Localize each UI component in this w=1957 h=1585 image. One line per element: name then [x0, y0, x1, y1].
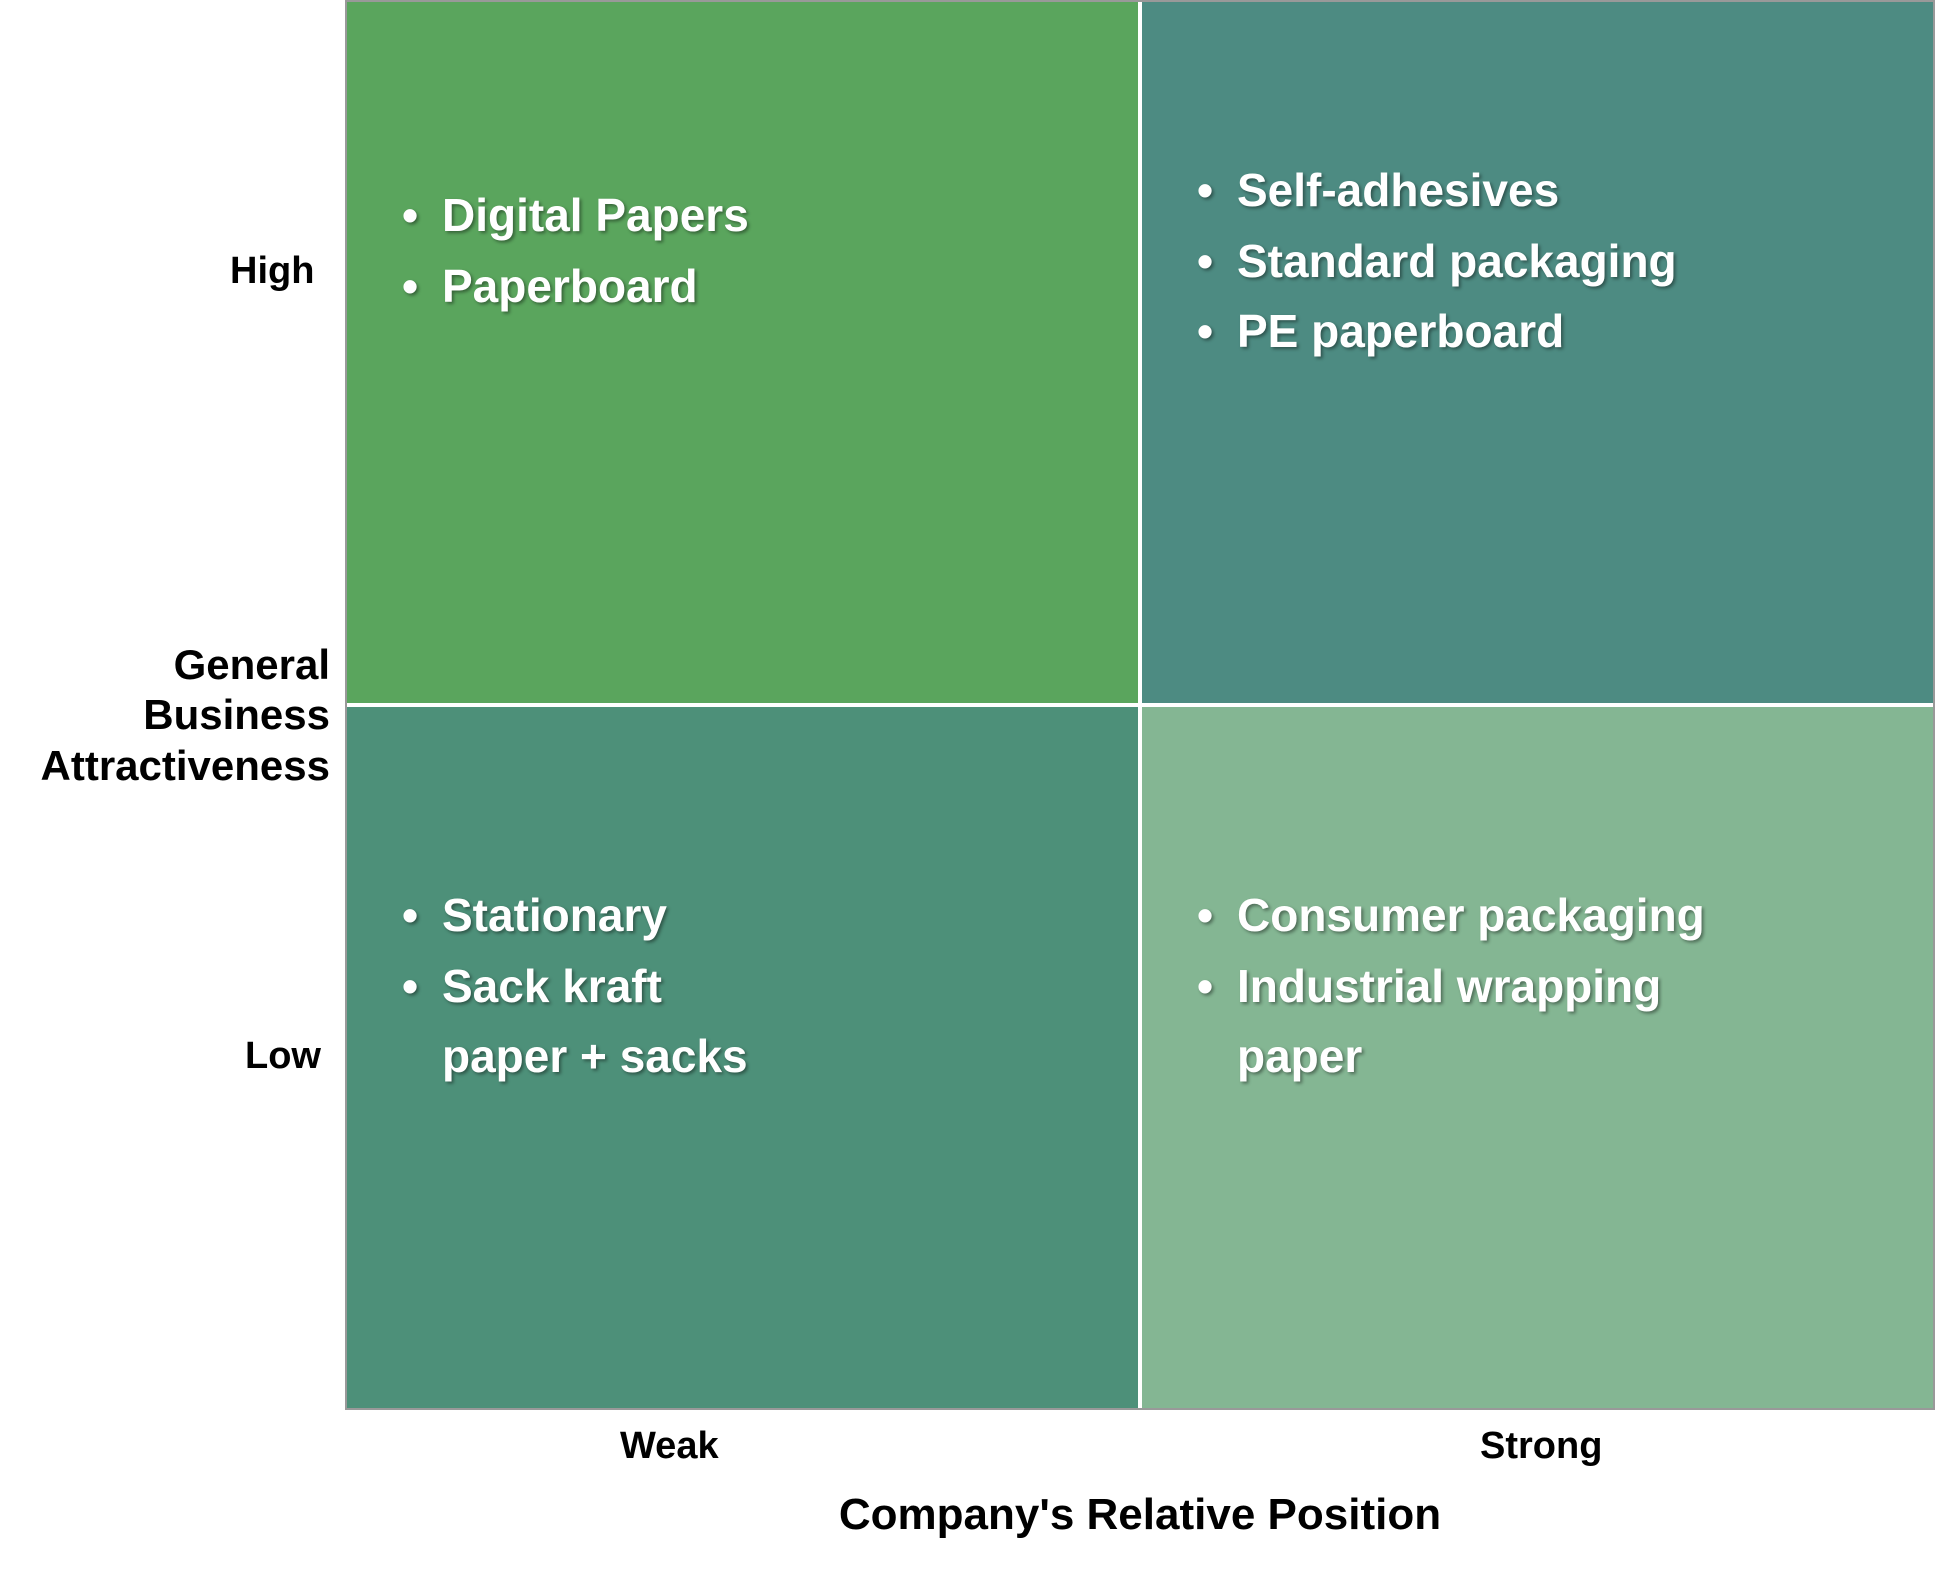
x-axis-label-weak: Weak — [620, 1425, 719, 1468]
y-axis-title: General Business Attractiveness — [0, 640, 330, 791]
list-item: Paperboard — [397, 253, 1088, 320]
list-item-continuation: paper — [1192, 1023, 1883, 1090]
list-item: Stationary — [397, 882, 1088, 949]
x-axis-label-strong: Strong — [1480, 1425, 1602, 1468]
quadrant-list: Stationary Sack kraft paper + sacks — [397, 882, 1088, 1090]
list-item-continuation: paper + sacks — [397, 1023, 1088, 1090]
quadrant-low-weak: Stationary Sack kraft paper + sacks — [347, 707, 1138, 1408]
y-axis-label-low: Low — [245, 1035, 321, 1078]
list-item: Consumer packaging — [1192, 882, 1883, 949]
quadrant-high-strong: Self-adhesives Standard packaging PE pap… — [1142, 2, 1933, 703]
matrix-grid: Digital Papers Paperboard Self-adhesives… — [345, 0, 1935, 1410]
x-axis-title: Company's Relative Position — [345, 1490, 1935, 1540]
quadrant-list: Consumer packaging Industrial wrapping p… — [1192, 882, 1883, 1090]
list-item: Sack kraft — [397, 953, 1088, 1020]
quadrant-list: Self-adhesives Standard packaging PE pap… — [1192, 157, 1883, 369]
matrix-container: General Business Attractiveness High Low… — [0, 0, 1957, 1585]
list-item: Digital Papers — [397, 182, 1088, 249]
list-item: Standard packaging — [1192, 228, 1883, 295]
quadrant-list: Digital Papers Paperboard — [397, 182, 1088, 323]
y-axis-label-high: High — [230, 250, 314, 293]
quadrant-low-strong: Consumer packaging Industrial wrapping p… — [1142, 707, 1933, 1408]
quadrant-high-weak: Digital Papers Paperboard — [347, 2, 1138, 703]
list-item: Industrial wrapping — [1192, 953, 1883, 1020]
list-item: Self-adhesives — [1192, 157, 1883, 224]
list-item: PE paperboard — [1192, 298, 1883, 365]
